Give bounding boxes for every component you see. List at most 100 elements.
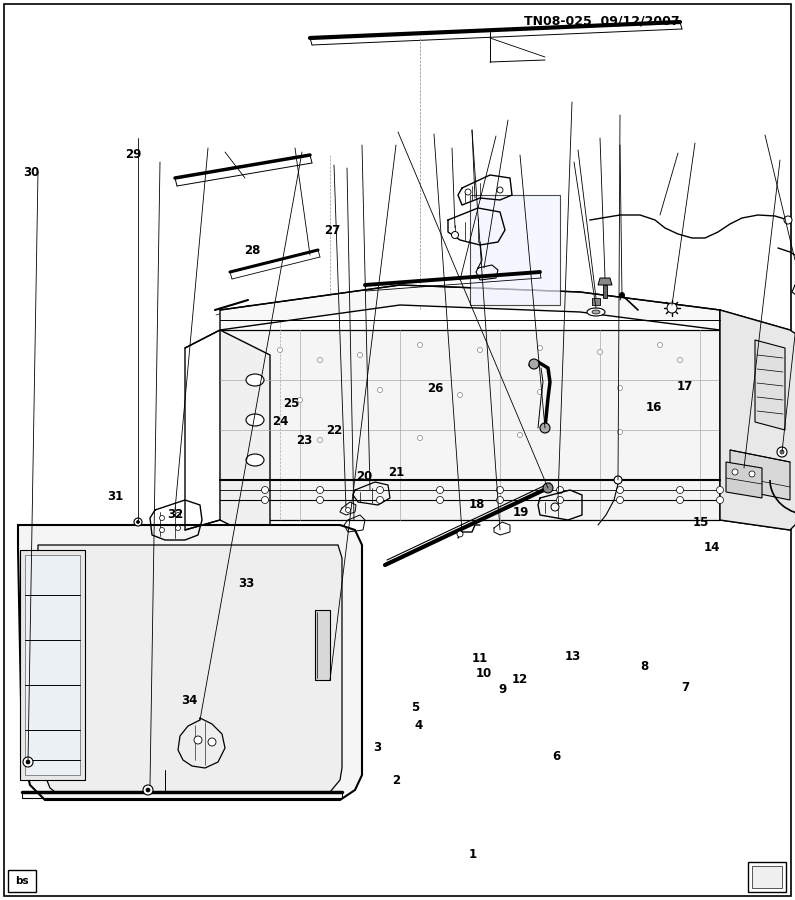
Circle shape (598, 349, 603, 355)
Circle shape (677, 497, 684, 503)
Circle shape (417, 343, 422, 347)
Circle shape (262, 487, 269, 493)
Circle shape (497, 187, 503, 193)
Circle shape (160, 527, 165, 533)
Circle shape (716, 497, 723, 503)
Circle shape (377, 497, 383, 503)
Circle shape (529, 359, 539, 369)
Polygon shape (220, 330, 720, 520)
Circle shape (732, 469, 738, 475)
Circle shape (497, 497, 503, 503)
Ellipse shape (592, 310, 600, 314)
Circle shape (465, 189, 471, 195)
Text: TN08-025  09/12/2007: TN08-025 09/12/2007 (525, 14, 680, 27)
Polygon shape (730, 450, 790, 500)
Circle shape (378, 388, 382, 392)
Text: 27: 27 (324, 224, 340, 237)
Text: 13: 13 (564, 651, 580, 663)
Ellipse shape (246, 374, 264, 386)
Circle shape (749, 471, 755, 477)
Circle shape (657, 343, 662, 347)
Circle shape (556, 497, 564, 503)
Bar (752, 866, 782, 888)
Circle shape (667, 303, 677, 313)
Text: 25: 25 (283, 397, 299, 410)
Text: 14: 14 (704, 541, 719, 554)
Circle shape (618, 429, 622, 435)
Circle shape (23, 757, 33, 767)
Polygon shape (220, 330, 270, 545)
Polygon shape (18, 525, 362, 800)
Text: 12: 12 (512, 673, 528, 686)
Circle shape (137, 520, 139, 524)
Text: 22: 22 (326, 424, 342, 436)
Polygon shape (315, 610, 330, 680)
Text: 6: 6 (553, 750, 560, 762)
Circle shape (618, 385, 622, 391)
Polygon shape (598, 278, 612, 285)
Circle shape (208, 738, 216, 746)
Text: 23: 23 (297, 435, 312, 447)
Circle shape (194, 736, 202, 744)
Circle shape (176, 526, 180, 530)
Circle shape (134, 518, 142, 526)
Text: 19: 19 (513, 507, 529, 519)
Ellipse shape (246, 454, 264, 466)
Bar (8, 870, 36, 892)
Circle shape (436, 497, 444, 503)
Circle shape (556, 487, 564, 493)
Circle shape (317, 437, 323, 443)
Ellipse shape (587, 308, 605, 316)
Polygon shape (720, 310, 790, 530)
Text: GM: GM (759, 872, 774, 881)
Text: 30: 30 (24, 166, 40, 179)
Polygon shape (470, 195, 560, 305)
Circle shape (317, 357, 323, 363)
Circle shape (143, 785, 153, 795)
Circle shape (176, 512, 180, 517)
Text: 26: 26 (428, 382, 444, 395)
Polygon shape (25, 555, 80, 775)
Text: 21: 21 (388, 466, 404, 479)
Text: 32: 32 (167, 508, 183, 521)
Text: 1: 1 (469, 849, 477, 861)
Circle shape (277, 347, 282, 353)
Circle shape (677, 487, 684, 493)
Text: 34: 34 (181, 694, 197, 706)
Text: 7: 7 (681, 681, 689, 694)
Polygon shape (592, 298, 600, 305)
Circle shape (616, 487, 623, 493)
Circle shape (297, 398, 303, 402)
Text: 15: 15 (693, 516, 709, 528)
Circle shape (146, 788, 150, 792)
Text: 33: 33 (238, 577, 254, 590)
Circle shape (677, 357, 682, 363)
Text: 20: 20 (356, 471, 372, 483)
Text: 4: 4 (415, 719, 423, 732)
Circle shape (417, 436, 422, 440)
Circle shape (377, 487, 383, 493)
Circle shape (614, 476, 622, 484)
Circle shape (262, 497, 269, 503)
Circle shape (537, 390, 542, 394)
Text: 3: 3 (373, 742, 381, 754)
Text: 8: 8 (640, 660, 648, 672)
Bar (748, 862, 786, 892)
Text: 10: 10 (475, 667, 491, 680)
Circle shape (316, 497, 324, 503)
Circle shape (551, 503, 559, 511)
Text: 11: 11 (472, 652, 488, 665)
Ellipse shape (246, 414, 264, 426)
Circle shape (452, 231, 459, 239)
Polygon shape (726, 462, 762, 498)
Text: 31: 31 (107, 491, 123, 503)
Text: 2: 2 (392, 774, 400, 787)
Polygon shape (755, 340, 785, 430)
Circle shape (497, 487, 503, 493)
Circle shape (346, 508, 351, 512)
Polygon shape (220, 285, 720, 330)
Text: 24: 24 (272, 415, 288, 428)
Circle shape (540, 423, 550, 433)
Text: 17: 17 (677, 381, 693, 393)
Polygon shape (38, 545, 342, 792)
